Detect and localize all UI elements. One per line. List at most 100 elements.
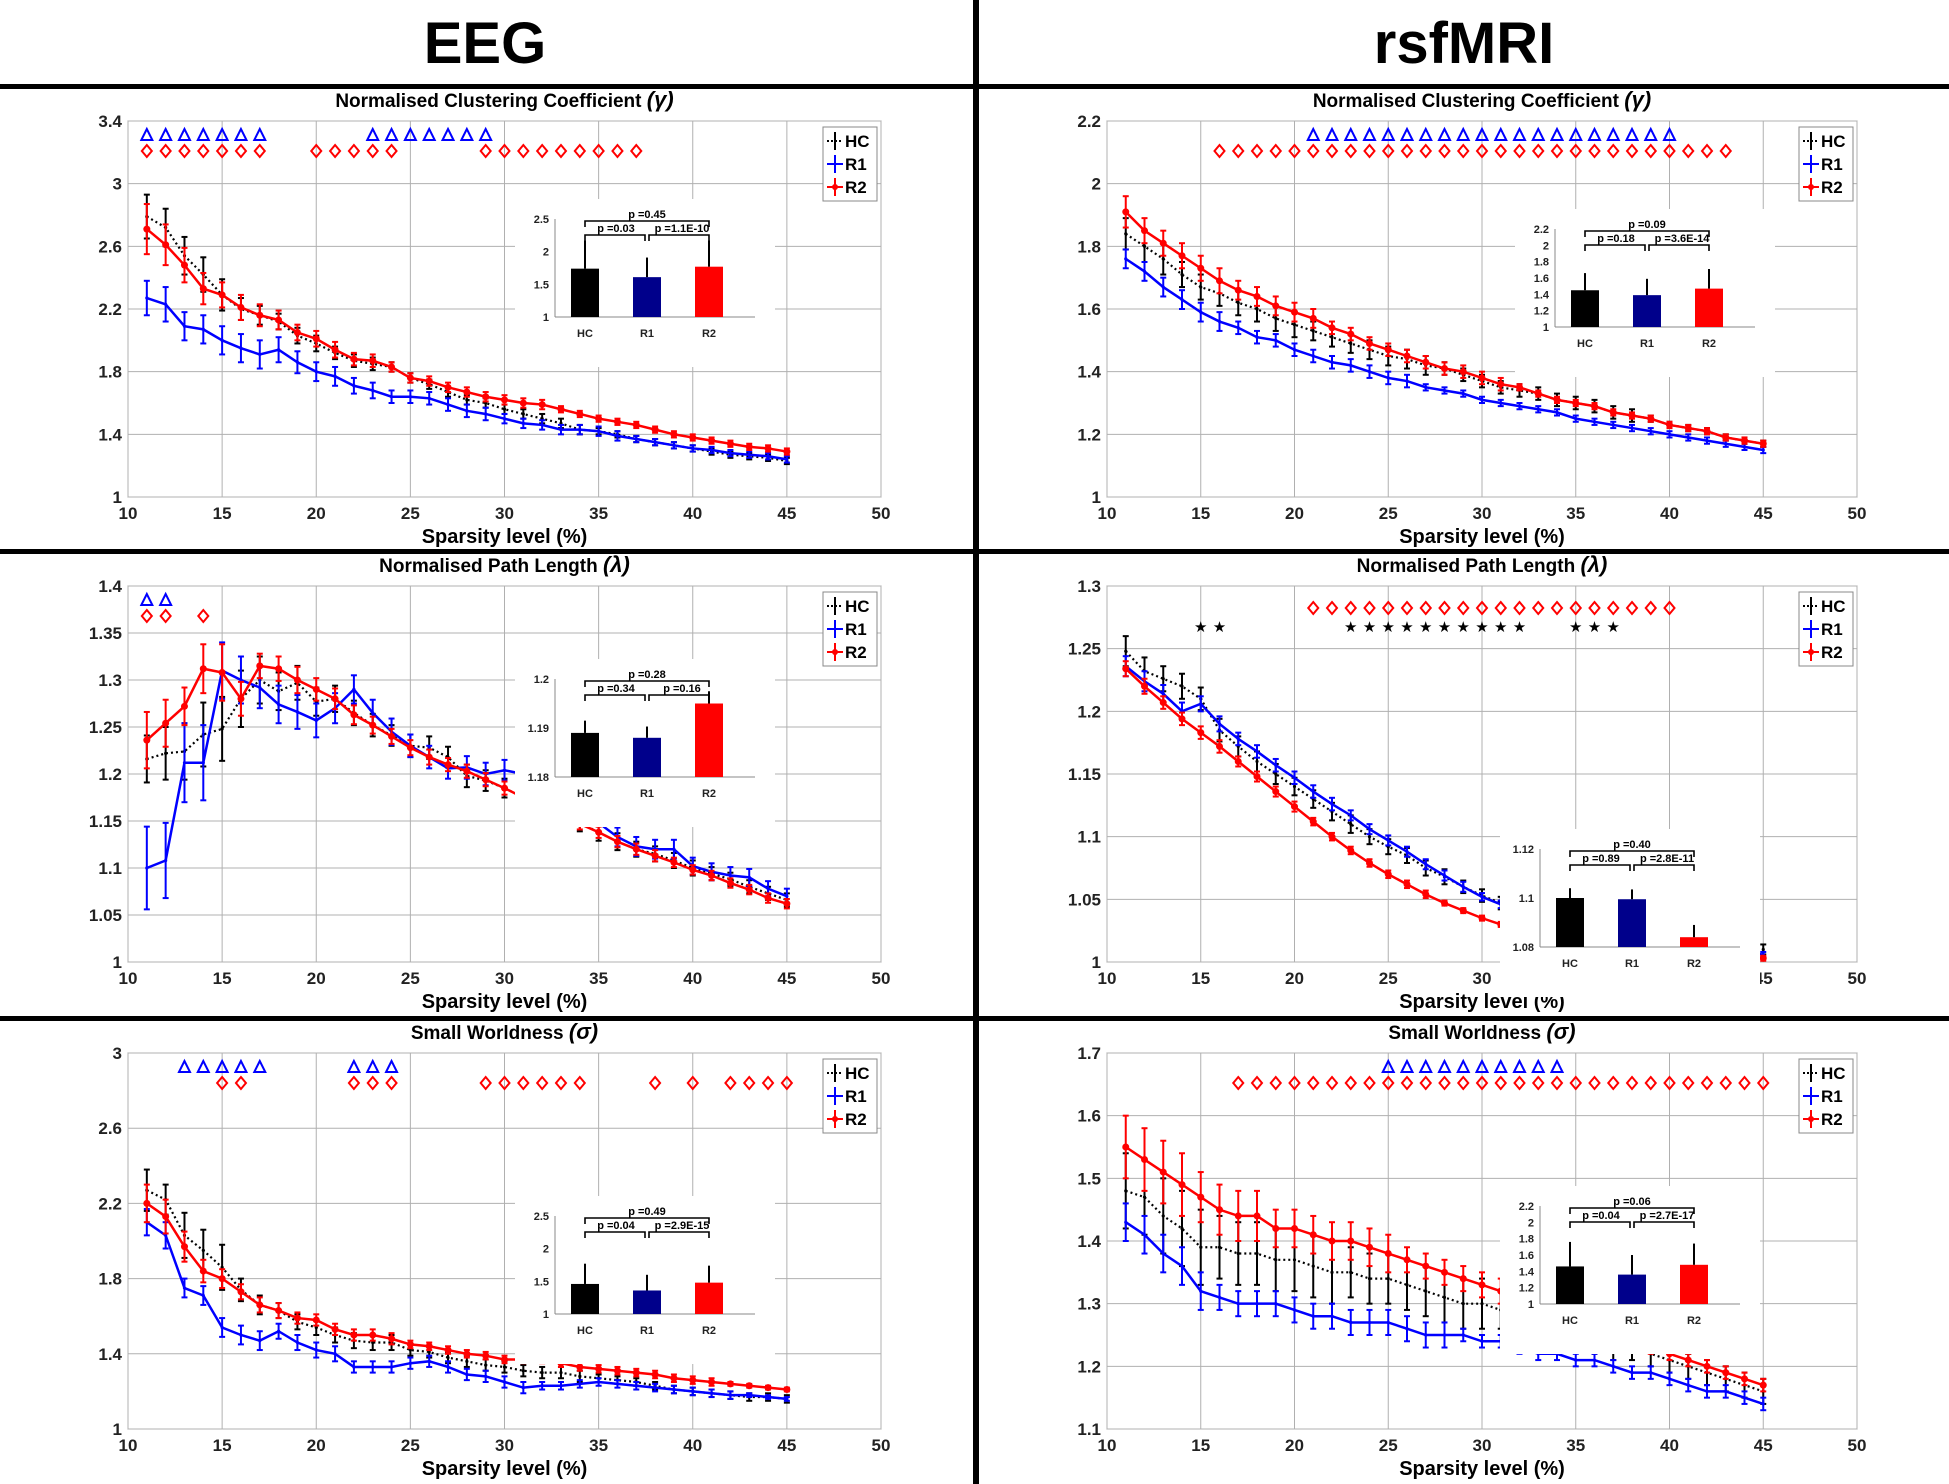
inset-y-tick-label: 1.8 [1519,1234,1534,1246]
data-point-r1 [728,1393,733,1397]
significance-diamond-r2 [1550,143,1564,159]
legend-marker-r2 [832,649,838,655]
significance-triangle-r1 [1512,1058,1527,1073]
data-point-r1 [1461,392,1465,396]
data-point-r1 [1480,1339,1484,1343]
data-point-r1 [1424,1333,1428,1337]
data-point-r2 [538,401,546,409]
legend-label-r1: R1 [1821,620,1843,639]
data-point-r1 [371,388,375,393]
data-point-r1 [427,396,431,400]
data-point-r2 [1328,1237,1336,1245]
x-axis-label: Sparsity level (%) [1399,1458,1565,1480]
data-point-r2 [369,357,377,365]
inset-bracket-right [1633,864,1695,871]
inset-bar-r1 [633,737,661,777]
data-point-hc [1349,1270,1353,1274]
data-point-hc [1142,1195,1147,1199]
x-tick-label: 45 [777,969,796,988]
significance-triangle-r1 [1381,126,1396,141]
data-point-r2 [1253,773,1261,781]
chart-title: Normalised Path Length (λ) [379,552,630,577]
legend-label-r1: R1 [1821,155,1843,174]
significance-star-hc: ★ [1419,619,1432,636]
data-point-hc [1330,1270,1334,1274]
data-point-r1 [521,1386,525,1390]
data-point-hc [164,751,168,755]
data-point-r2 [1197,1193,1205,1201]
significance-triangle-r1 [158,126,173,141]
significance-diamond-r2 [1606,143,1620,159]
significance-star-hc: ★ [1588,619,1601,636]
data-point-hc [502,1365,507,1369]
data-point-r1 [1461,885,1465,889]
data-point-r2 [1459,1275,1467,1283]
significance-diamond-r2 [1363,143,1376,159]
significance-diamond-r2 [1738,1075,1751,1091]
x-tick-label: 35 [1566,504,1585,523]
significance-triangle-r1 [139,591,154,606]
inset-y-tick-label: 1.18 [528,772,549,784]
data-point-r2 [1309,1231,1317,1239]
data-point-r2 [1441,1268,1448,1276]
x-tick-label: 10 [1098,1436,1117,1455]
data-point-r2 [1309,818,1317,826]
significance-diamond-r2 [1756,1075,1770,1091]
significance-triangle-r1 [1399,126,1415,141]
significance-triangle-r1 [459,126,474,141]
y-tick-label: 1 [113,488,122,507]
data-point-r2 [218,291,226,299]
significance-diamond-r2 [1531,600,1545,616]
y-tick-label: 1.25 [1068,640,1101,659]
data-point-r2 [1759,440,1767,448]
significance-diamond-r2 [234,1075,248,1091]
data-point-r1 [766,1395,770,1399]
significance-triangle-r1 [1437,126,1452,141]
data-point-r1 [1330,360,1334,364]
data-point-r2 [1422,890,1430,898]
data-point-r2 [463,767,471,775]
legend-label-hc: HC [845,1064,870,1083]
x-tick-label: 20 [307,504,326,523]
data-point-r1 [1274,338,1278,342]
inset-background [1515,209,1775,377]
data-point-r1 [1274,1302,1278,1306]
data-point-r1 [1442,1333,1447,1337]
data-point-r2 [1759,954,1767,962]
data-point-r2 [613,418,621,426]
significance-diamond-r2 [140,143,154,159]
data-point-hc [1274,772,1278,776]
data-point-r1 [1442,388,1447,393]
data-point-r2 [1497,380,1505,388]
x-tick-label: 45 [1754,504,1773,523]
data-point-r2 [1159,1168,1167,1176]
significance-diamond-r2 [1550,1075,1564,1091]
data-point-r2 [1159,239,1167,247]
data-point-hc [1330,335,1334,339]
significance-diamond-r2 [1344,1075,1358,1091]
significance-diamond-r2 [215,1075,229,1091]
legend-label-hc: HC [845,132,870,151]
inset-y-tick-label: 1.19 [528,723,549,735]
significance-diamond-r2 [1344,143,1358,159]
data-point-r2 [1441,899,1448,907]
data-point-r1 [1405,379,1409,383]
data-point-hc [1461,1302,1465,1306]
y-tick-label: 1.4 [1077,1232,1101,1251]
x-tick-label: 15 [213,504,232,523]
data-point-r2 [1216,1206,1223,1214]
data-point-hc [371,1340,375,1345]
data-point-hc [314,1325,318,1330]
significance-triangle-r1 [346,1058,362,1073]
y-tick-label: 1.6 [1077,1107,1101,1126]
significance-diamond-r2 [1625,600,1639,616]
inset-y-tick-label: 1.4 [1519,1266,1535,1278]
significance-diamond-r2 [309,143,323,159]
data-point-r2 [1478,1281,1486,1289]
inset-bar-r2 [1695,288,1723,327]
x-tick-label: 30 [1473,969,1492,988]
data-point-r1 [182,324,187,328]
significance-diamond-r2 [629,143,643,159]
significance-diamond-r2 [1663,143,1676,159]
data-point-r1 [1705,439,1709,443]
